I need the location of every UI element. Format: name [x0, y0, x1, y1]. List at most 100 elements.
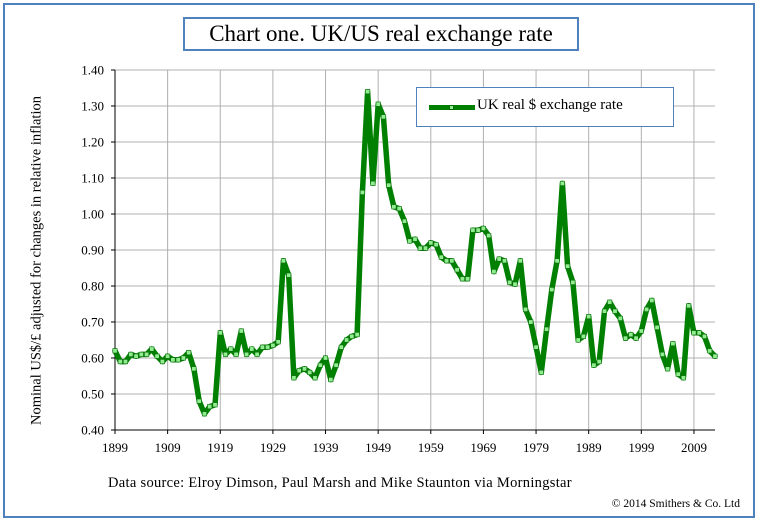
- data-point: [191, 366, 197, 372]
- data-point: [370, 180, 376, 186]
- data-point: [644, 306, 650, 312]
- x-tick-label: 1959: [418, 440, 444, 455]
- data-point: [133, 353, 139, 359]
- data-point: [265, 344, 271, 350]
- data-point: [112, 348, 118, 354]
- data-point: [354, 332, 360, 338]
- data-point: [254, 351, 260, 357]
- data-point: [554, 258, 560, 264]
- legend-marker-swatch: [449, 105, 454, 110]
- data-point: [433, 242, 439, 248]
- data-point: [186, 350, 192, 356]
- y-tick-label: 0.40: [81, 423, 104, 438]
- x-tick-label: 1979: [523, 440, 549, 455]
- data-point: [612, 308, 618, 314]
- data-point: [686, 303, 692, 309]
- data-point: [633, 335, 639, 341]
- data-point: [475, 227, 481, 233]
- data-point: [438, 254, 444, 260]
- data-point: [649, 297, 655, 303]
- y-tick-label: 1.30: [81, 99, 104, 114]
- data-point: [565, 263, 571, 269]
- data-point: [328, 377, 334, 383]
- x-tick-label: 1989: [576, 440, 602, 455]
- y-tick-label: 1.20: [81, 135, 104, 150]
- data-point: [575, 337, 581, 343]
- x-tick-label: 1929: [260, 440, 286, 455]
- data-point: [622, 335, 628, 341]
- data-point: [280, 258, 286, 264]
- data-point: [601, 308, 607, 314]
- y-tick-label: 1.00: [81, 207, 104, 222]
- data-point: [270, 342, 276, 348]
- data-point: [496, 256, 502, 262]
- data-point: [380, 114, 386, 120]
- axes: [111, 69, 715, 434]
- data-point: [449, 258, 455, 264]
- data-point: [465, 276, 471, 282]
- data-point: [322, 355, 328, 361]
- data-point: [396, 206, 402, 212]
- y-tick-label: 1.10: [81, 171, 104, 186]
- y-tick-labels: 0.40 0.50 0.60 0.70 0.80 0.90 1.00 1.10 1.20 1.30…: [81, 63, 104, 438]
- data-point: [359, 189, 365, 195]
- chart-title: Chart one. UK/US real exchange rate: [183, 17, 579, 51]
- x-tick-label: 1919: [207, 440, 233, 455]
- data-point: [628, 332, 634, 338]
- data-point: [665, 366, 671, 372]
- data-point: [117, 359, 123, 365]
- legend-label: UK real $ exchange rate: [477, 97, 623, 113]
- data-point: [333, 362, 339, 368]
- data-point: [286, 272, 292, 278]
- data-point: [317, 362, 323, 368]
- data-point: [607, 299, 613, 305]
- data-point: [259, 344, 265, 350]
- data-point: [712, 353, 718, 359]
- data-point: [170, 357, 176, 363]
- data-point: [238, 328, 244, 334]
- data-point: [675, 371, 681, 377]
- data-point: [154, 353, 160, 359]
- data-point: [312, 375, 318, 381]
- data-point: [296, 368, 302, 374]
- data-point: [591, 362, 597, 368]
- data-point: [207, 404, 213, 410]
- x-tick-label: 1999: [628, 440, 654, 455]
- data-point: [486, 233, 492, 239]
- data-point: [470, 227, 476, 233]
- data-point: [501, 258, 507, 264]
- data-point: [291, 375, 297, 381]
- data-point: [680, 375, 686, 381]
- x-tick-label: 1939: [313, 440, 339, 455]
- x-tick-label: 1909: [155, 440, 181, 455]
- data-point: [691, 330, 697, 336]
- data-point: [491, 269, 497, 275]
- data-point: [544, 326, 550, 332]
- data-point: [386, 182, 392, 188]
- data-point: [428, 240, 434, 246]
- data-point: [522, 306, 528, 312]
- copyright-note: © 2014 Smithers & Co. Ltd: [611, 498, 740, 510]
- data-point: [412, 236, 418, 242]
- data-point: [659, 351, 665, 357]
- data-point: [570, 279, 576, 285]
- series-uk-real-exchange-rate: [112, 88, 718, 417]
- y-tick-label: 0.60: [81, 351, 104, 366]
- data-point: [301, 366, 307, 372]
- data-point: [123, 359, 129, 365]
- y-tick-label: 0.80: [81, 279, 104, 294]
- y-tick-label: 0.50: [81, 387, 104, 402]
- data-point: [407, 238, 413, 244]
- data-point: [533, 344, 539, 350]
- data-point: [459, 276, 465, 282]
- y-axis-label: Nominal US$/£ adjusted for changes in re…: [28, 96, 45, 425]
- data-point: [417, 245, 423, 251]
- data-point: [223, 351, 229, 357]
- data-point: [559, 180, 565, 186]
- data-point: [422, 245, 428, 251]
- data-point: [517, 258, 523, 264]
- data-point: [365, 89, 371, 95]
- x-tick-label: 1949: [365, 440, 391, 455]
- data-point: [349, 333, 355, 339]
